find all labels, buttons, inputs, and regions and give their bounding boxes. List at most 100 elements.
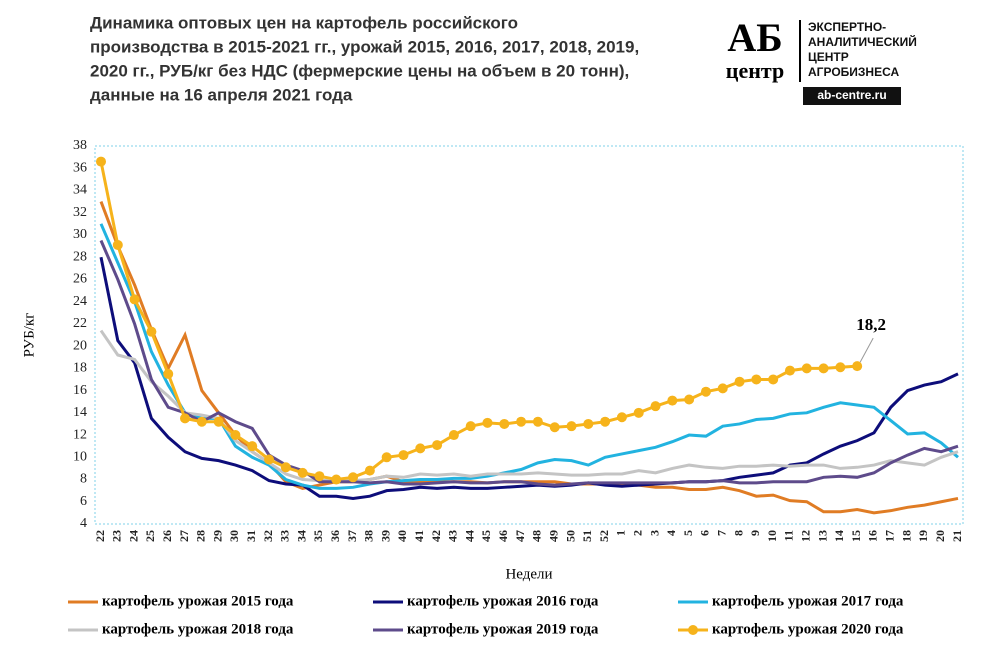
series-marker — [381, 452, 392, 463]
series-marker — [348, 472, 359, 483]
x-tick-label: 36 — [328, 530, 342, 542]
series-marker — [297, 467, 308, 478]
series-marker — [499, 418, 510, 429]
x-tick-label: 40 — [395, 530, 409, 542]
data-label: 18,2 — [856, 315, 886, 334]
legend-marker — [688, 625, 698, 635]
x-tick-label: 1 — [614, 530, 628, 536]
series-marker — [818, 363, 829, 374]
series-line — [99, 223, 959, 490]
chart-title: Динамика оптовых цен на картофель россий… — [90, 13, 518, 32]
x-tick-label: 20 — [933, 530, 947, 542]
x-tick-label: 44 — [462, 530, 476, 542]
x-tick-label: 18 — [899, 530, 913, 542]
x-tick-label: 48 — [530, 530, 544, 542]
x-tick-label: 33 — [278, 530, 292, 542]
x-tick-label: 14 — [832, 530, 846, 542]
y-tick-label: 36 — [73, 160, 87, 175]
x-tick-label: 35 — [311, 530, 325, 542]
x-tick-label: 31 — [244, 530, 258, 542]
y-tick-label: 28 — [73, 249, 87, 264]
series-marker — [146, 326, 157, 337]
x-tick-label: 37 — [345, 530, 359, 542]
x-tick-label: 2 — [630, 530, 644, 536]
x-axis-label: Недели — [505, 566, 552, 582]
x-tick-label: 49 — [546, 530, 560, 542]
x-tick-label: 6 — [698, 530, 712, 536]
x-tick-label: 32 — [261, 530, 275, 542]
y-tick-label: 16 — [73, 383, 87, 398]
series-marker — [213, 416, 224, 427]
x-tick-label: 16 — [866, 530, 880, 542]
series-marker — [112, 239, 123, 250]
legend-label: картофель урожая 2018 года — [102, 621, 294, 637]
logo-text: АГРОБИЗНЕСА — [808, 65, 899, 79]
series-marker — [163, 368, 174, 379]
series-marker — [633, 407, 644, 418]
x-tick-label: 3 — [647, 530, 661, 536]
y-tick-label: 30 — [73, 227, 87, 242]
x-tick-label: 39 — [378, 530, 392, 542]
chart-title: 2020 гг., РУБ/кг без НДС (фермерские цен… — [90, 61, 629, 80]
logo-mark: центр — [726, 58, 784, 83]
series-marker — [364, 465, 375, 476]
series-marker — [180, 413, 191, 424]
series-marker — [415, 443, 426, 454]
y-tick-label: 8 — [80, 472, 87, 487]
logo-badge — [803, 87, 901, 105]
x-tick-label: 15 — [849, 530, 863, 542]
x-tick-label: 45 — [479, 530, 493, 542]
x-tick-label: 11 — [782, 530, 796, 541]
series-marker — [398, 450, 409, 461]
x-tick-label: 7 — [714, 530, 728, 536]
x-tick-label: 12 — [799, 530, 813, 542]
x-tick-label: 38 — [362, 530, 376, 542]
x-tick-label: 50 — [563, 530, 577, 542]
series-marker — [516, 416, 527, 427]
x-tick-label: 24 — [126, 530, 140, 542]
x-tick-label: 9 — [748, 530, 762, 536]
y-tick-label: 24 — [73, 294, 87, 309]
x-tick-label: 47 — [513, 530, 527, 542]
series-marker — [784, 365, 795, 376]
series-marker — [448, 430, 459, 441]
y-tick-label: 4 — [80, 516, 87, 531]
logo-mark: АБ — [727, 15, 782, 60]
series-marker — [264, 454, 275, 465]
y-tick-label: 6 — [80, 494, 87, 509]
y-tick-label: 12 — [73, 427, 87, 442]
series-marker — [247, 441, 258, 452]
legend-label: картофель урожая 2017 года — [712, 593, 904, 609]
series-line — [99, 161, 858, 482]
series-line — [99, 329, 959, 483]
series-marker — [650, 401, 661, 412]
y-tick-label: 34 — [73, 183, 87, 198]
series-marker — [583, 418, 594, 429]
x-tick-label: 52 — [597, 530, 611, 542]
series-marker — [230, 430, 241, 441]
series-marker — [768, 374, 779, 385]
x-tick-label: 41 — [412, 530, 426, 542]
x-tick-label: 17 — [883, 530, 897, 542]
logo-text: АНАЛИТИЧЕСКИЙ — [808, 34, 917, 49]
y-tick-label: 38 — [73, 138, 87, 153]
legend-label: картофель урожая 2016 года — [407, 593, 599, 609]
x-tick-label: 21 — [950, 530, 964, 542]
series-marker — [700, 386, 711, 397]
x-tick-label: 28 — [194, 530, 208, 542]
y-tick-label: 18 — [73, 361, 87, 376]
x-tick-label: 8 — [731, 530, 745, 536]
y-tick-label: 32 — [73, 205, 87, 220]
x-tick-label: 22 — [93, 530, 107, 542]
series-marker — [835, 362, 846, 373]
y-tick-label: 20 — [73, 338, 87, 353]
x-tick-label: 30 — [227, 530, 241, 542]
y-tick-label: 26 — [73, 272, 87, 287]
series-line — [99, 256, 959, 500]
logo: АБ центр ab-centre.ru — [726, 15, 901, 105]
series-marker — [532, 416, 543, 427]
x-tick-label: 29 — [210, 530, 224, 542]
series-marker — [734, 376, 745, 387]
legend-label: картофель урожая 2019 года — [407, 621, 599, 637]
